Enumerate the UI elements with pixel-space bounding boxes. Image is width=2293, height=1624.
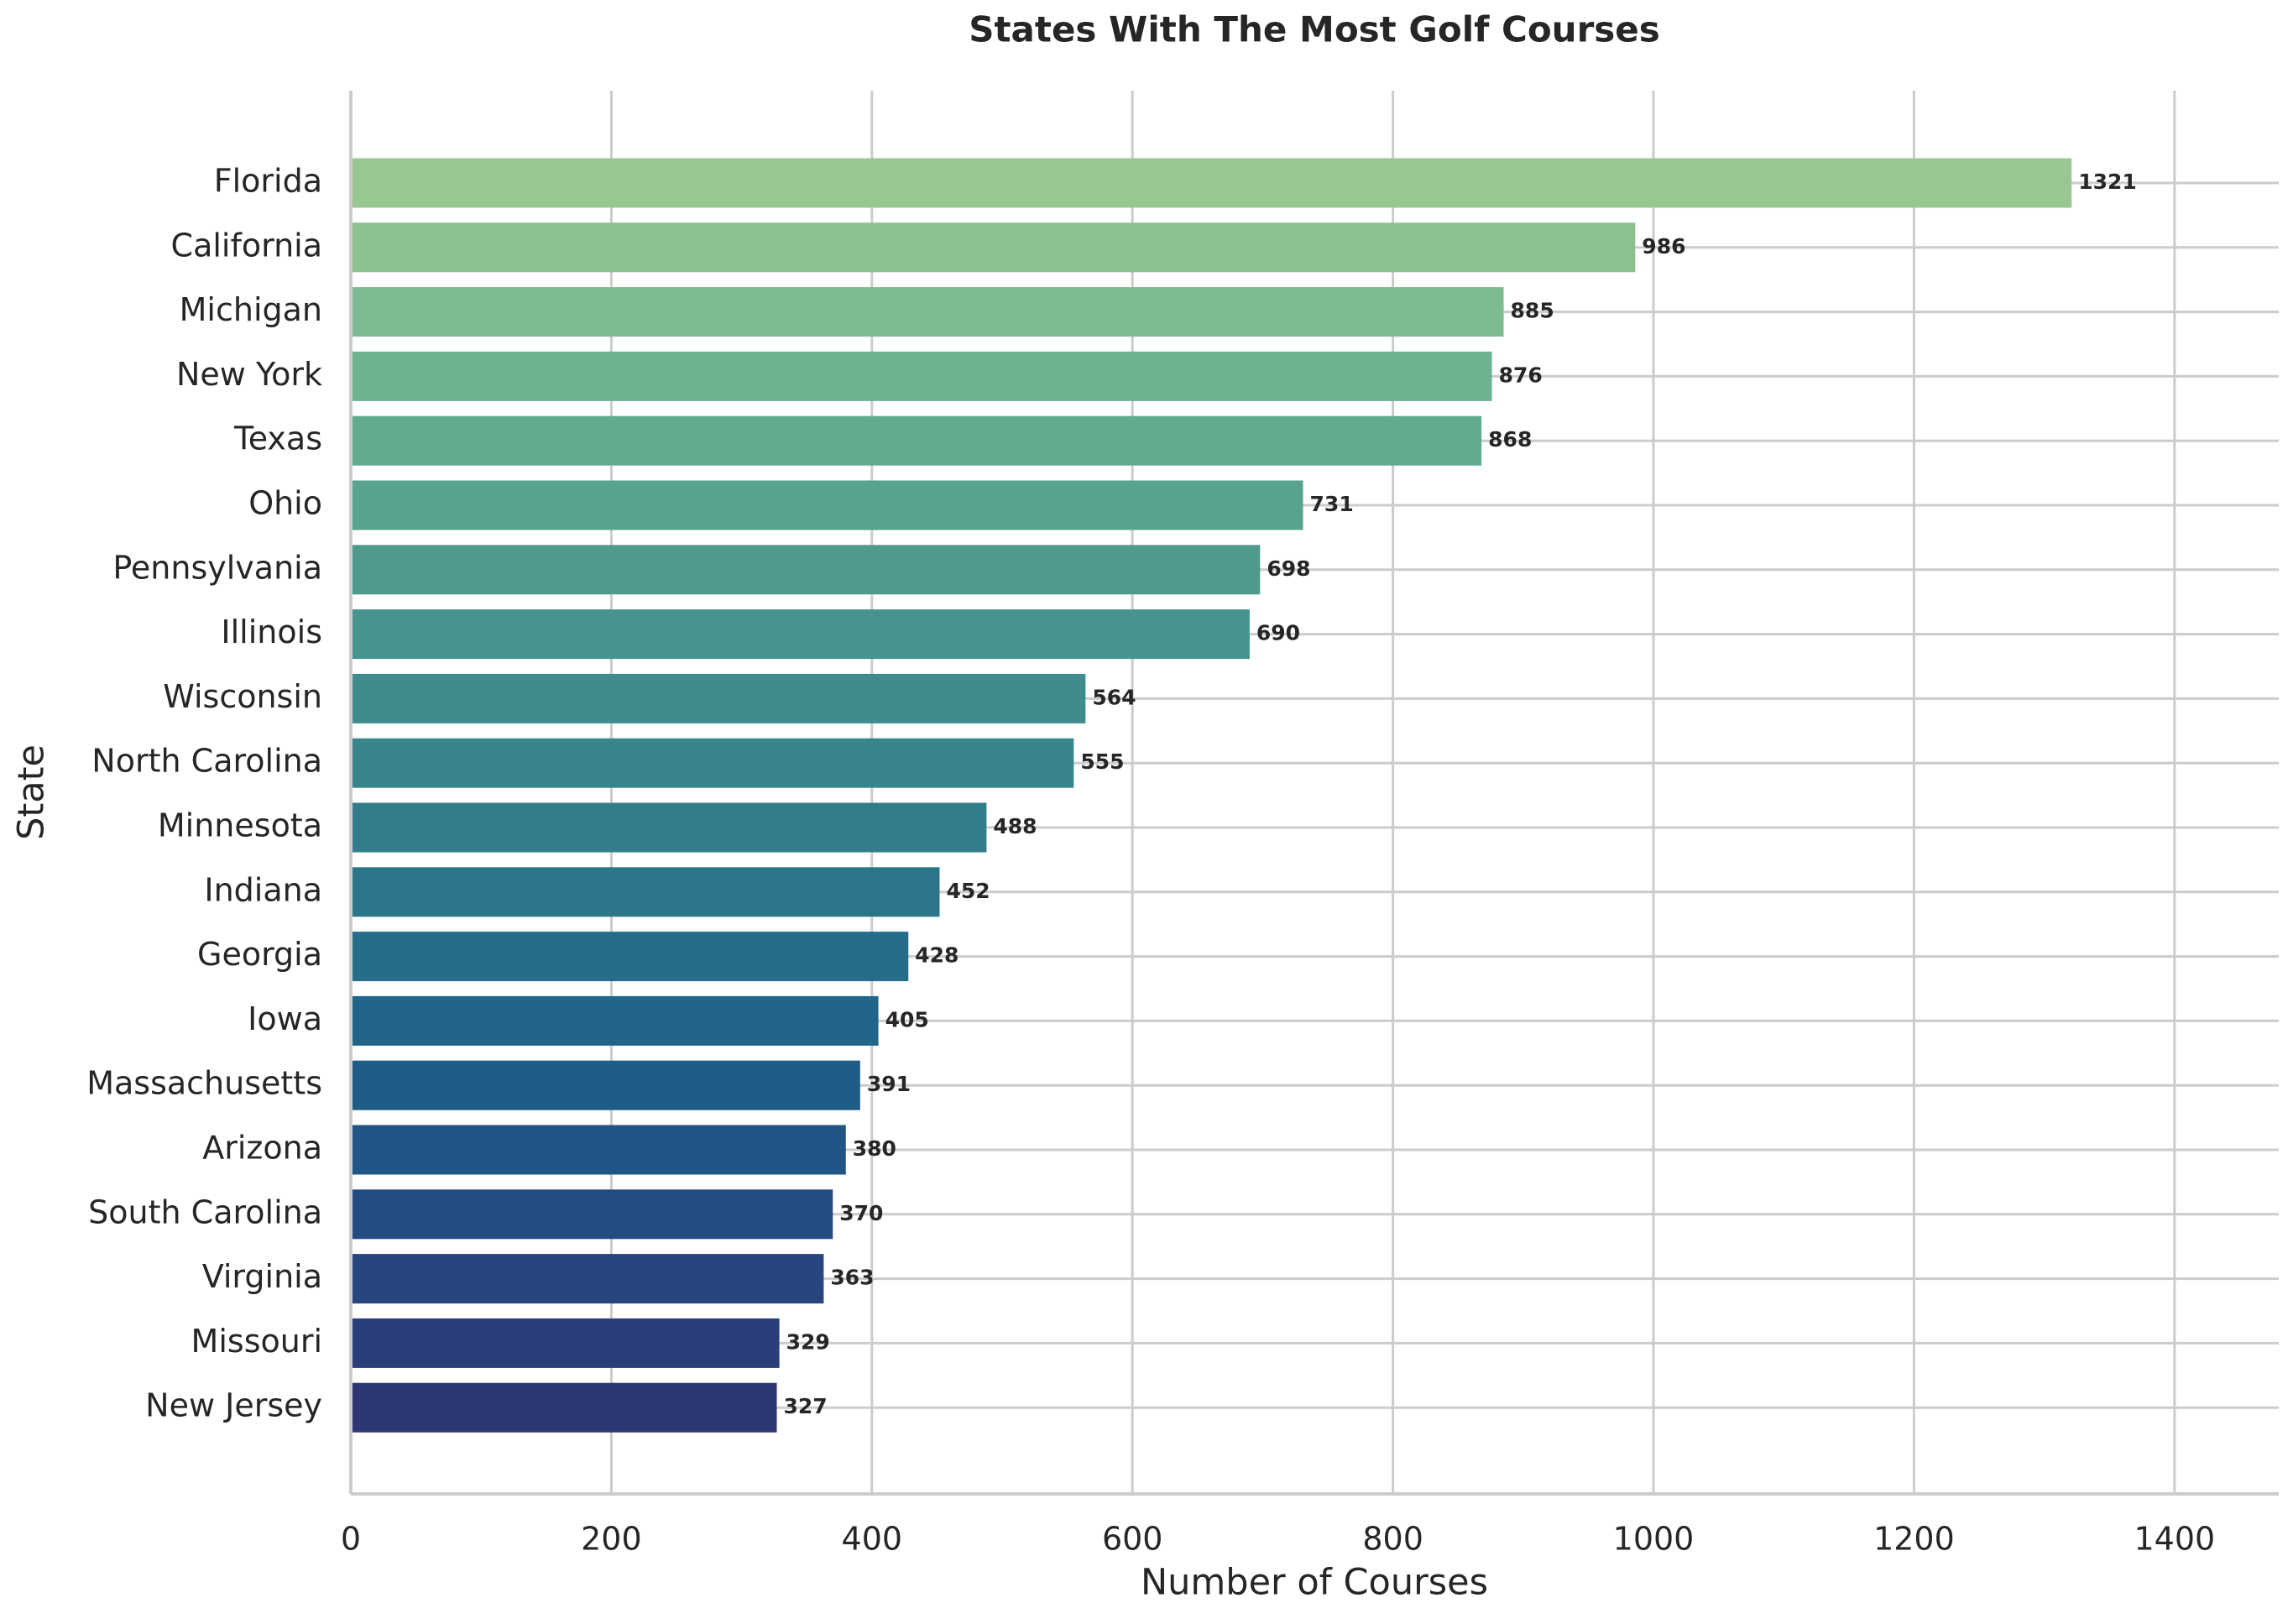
y-tick-label: Wisconsin xyxy=(163,678,322,715)
bar xyxy=(351,545,1261,595)
y-tick-label: California xyxy=(171,227,322,264)
bar xyxy=(351,673,1086,723)
y-tick-label: Florida xyxy=(214,163,322,200)
x-tick-label: 200 xyxy=(581,1521,642,1558)
value-label: 564 xyxy=(1092,685,1136,709)
y-tick-label: Arizona xyxy=(202,1130,322,1167)
value-label: 690 xyxy=(1256,621,1300,645)
bar xyxy=(351,287,1504,337)
y-tick-label: Pennsylvania xyxy=(112,549,322,586)
y-tick-label: Indiana xyxy=(204,871,322,908)
bar xyxy=(351,995,879,1046)
bar xyxy=(351,480,1303,530)
value-label: 329 xyxy=(786,1329,830,1354)
y-tick-label: Ohio xyxy=(248,485,322,522)
x-tick-label: 1200 xyxy=(1873,1521,1955,1558)
value-label: 405 xyxy=(885,1007,929,1031)
chart-title: States With The Most Golf Courses xyxy=(969,9,1660,50)
value-label: 698 xyxy=(1267,556,1310,581)
value-label: 555 xyxy=(1080,749,1124,774)
bar xyxy=(351,932,909,982)
x-axis-label: Number of Courses xyxy=(1141,1562,1488,1604)
x-tick-label: 1400 xyxy=(2134,1521,2215,1558)
x-tick-label: 800 xyxy=(1362,1521,1423,1558)
bar xyxy=(351,802,987,853)
value-label: 885 xyxy=(1511,299,1554,323)
value-label: 986 xyxy=(1642,234,1685,258)
value-label: 428 xyxy=(915,943,958,968)
bar xyxy=(351,1382,777,1433)
x-tick-label: 400 xyxy=(842,1521,903,1558)
value-label: 868 xyxy=(1488,427,1532,452)
y-tick-label: Illinois xyxy=(221,614,322,650)
y-tick-label: South Carolina xyxy=(88,1193,322,1230)
x-tick-label: 1000 xyxy=(1613,1521,1695,1558)
y-tick-label: Missouri xyxy=(191,1323,322,1360)
y-tick-label: Massachusetts xyxy=(86,1065,322,1102)
bar xyxy=(351,1189,833,1240)
y-tick-label: Iowa xyxy=(248,1000,322,1037)
value-label: 731 xyxy=(1310,492,1354,516)
x-tick-label: 0 xyxy=(341,1521,361,1558)
y-tick-label: Minnesota xyxy=(158,807,322,844)
value-label: 391 xyxy=(867,1072,911,1096)
y-tick-label: Georgia xyxy=(197,936,322,973)
value-label: 1321 xyxy=(2078,170,2137,194)
value-label: 488 xyxy=(993,814,1037,838)
y-tick-label: Michigan xyxy=(180,291,322,328)
bar xyxy=(351,1125,846,1175)
y-tick-label: Texas xyxy=(233,420,322,457)
y-tick-label: New York xyxy=(176,356,322,393)
bar xyxy=(351,867,940,917)
value-label: 370 xyxy=(839,1201,883,1225)
y-tick-label: Virginia xyxy=(202,1258,322,1295)
y-tick-label: North Carolina xyxy=(91,743,322,780)
value-label: 876 xyxy=(1499,363,1543,387)
bar xyxy=(351,415,1482,466)
bar xyxy=(351,158,2072,208)
bar xyxy=(351,1318,780,1368)
bar xyxy=(351,351,1492,401)
x-tick-label: 600 xyxy=(1102,1521,1163,1558)
bar xyxy=(351,1060,860,1110)
bar xyxy=(351,738,1074,788)
value-label: 327 xyxy=(784,1394,828,1418)
y-axis-label: State xyxy=(11,744,53,840)
y-tick-label: New Jersey xyxy=(145,1387,322,1424)
bar xyxy=(351,222,1636,273)
bar xyxy=(351,1254,824,1304)
value-label: 452 xyxy=(947,879,990,903)
value-label: 380 xyxy=(853,1136,896,1161)
value-label: 363 xyxy=(830,1266,874,1290)
bar xyxy=(351,609,1250,660)
